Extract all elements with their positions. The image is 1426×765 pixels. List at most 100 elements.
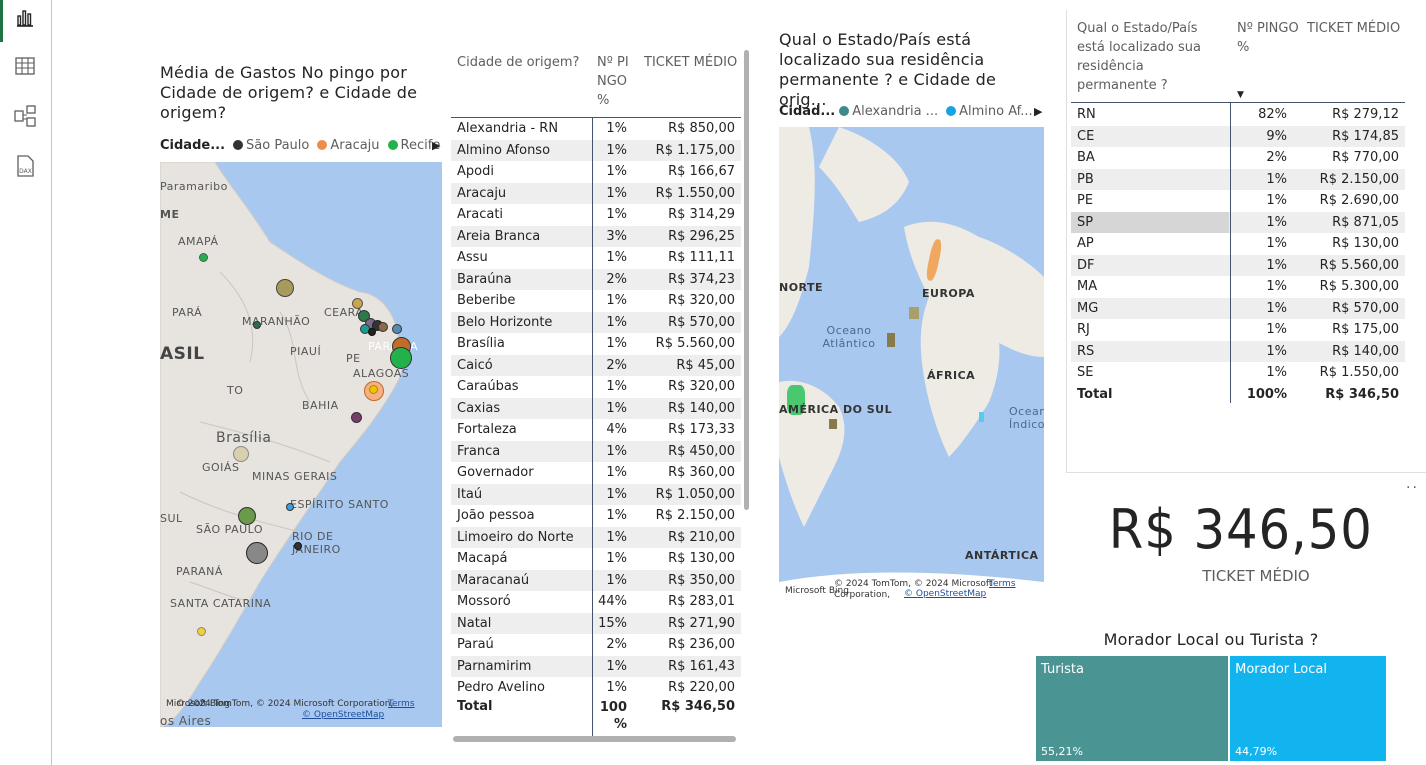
table-row[interactable]: João pessoa 1% R$ 2.150,00 — [451, 505, 741, 527]
legend-next-icon[interactable]: ▶ — [1034, 105, 1043, 118]
map1-bubble[interactable] — [390, 347, 412, 369]
map1-brazil[interactable]: Paramaribo ME AMAPÁ PARÁ MARANHÃO ASIL P… — [160, 162, 442, 727]
table-row[interactable]: CE 9% R$ 174,85 — [1071, 125, 1405, 147]
map2-label-america-do-sul: AMÉRICA DO SUL — [779, 403, 893, 416]
table-row[interactable]: Franca 1% R$ 450,00 — [451, 440, 741, 462]
table-row[interactable]: Mossoró 44% R$ 283,01 — [451, 591, 741, 613]
city-table-hscrollbar[interactable] — [453, 736, 736, 742]
table-row[interactable]: Aracaju 1% R$ 1.550,00 — [451, 182, 741, 204]
map1-bubble[interactable] — [352, 298, 363, 309]
table-row[interactable]: Caicó 2% R$ 45,00 — [451, 354, 741, 376]
table-row[interactable]: MA 1% R$ 5.300,00 — [1071, 276, 1405, 298]
table-row[interactable]: BA 2% R$ 770,00 — [1071, 147, 1405, 169]
map2-region-highlight[interactable] — [787, 385, 805, 415]
legend-item[interactable]: Recife — [400, 138, 441, 153]
table-row[interactable]: Parnamirim 1% R$ 161,43 — [451, 655, 741, 677]
sort-desc-icon[interactable]: ▼ — [1237, 90, 1244, 100]
table-row[interactable]: MG 1% R$ 570,00 — [1071, 297, 1405, 319]
map1-bubble[interactable] — [199, 253, 208, 262]
map1-bubble[interactable] — [378, 322, 388, 332]
map1-bubble[interactable] — [246, 542, 268, 564]
map1-label-buenos-aires: os Aires — [160, 714, 212, 727]
table-row[interactable]: Beberibe 1% R$ 320,00 — [451, 290, 741, 312]
map1-bubble[interactable] — [351, 412, 362, 423]
dax-query-icon[interactable]: DAX — [13, 154, 37, 178]
table-row[interactable]: Belo Horizonte 1% R$ 570,00 — [451, 311, 741, 333]
table-row[interactable]: RS 1% R$ 140,00 — [1071, 340, 1405, 362]
table-row[interactable]: Governador 1% R$ 360,00 — [451, 462, 741, 484]
treemap-tile-turista[interactable]: Turista 55,21% — [1036, 656, 1229, 761]
state-table[interactable]: Qual o Estado/País está localizado sua r… — [1066, 10, 1426, 473]
map1-bubble[interactable] — [197, 627, 206, 636]
table-row[interactable]: Alexandria - RN 1% R$ 850,00 — [451, 118, 741, 140]
map1-bubble[interactable] — [368, 328, 376, 336]
map2-region-highlight[interactable] — [909, 307, 919, 319]
map1-bubble[interactable] — [253, 321, 261, 329]
table-row[interactable]: SP 1% R$ 871,05 — [1071, 211, 1405, 233]
table-row[interactable]: Itaú 1% R$ 1.050,00 — [451, 483, 741, 505]
map2-region-highlight[interactable] — [887, 333, 895, 347]
table-row[interactable]: RJ 1% R$ 175,00 — [1071, 319, 1405, 341]
map1-bubble[interactable] — [238, 507, 256, 525]
table-row[interactable]: Almino Afonso 1% R$ 1.175,00 — [451, 139, 741, 161]
pingo-cell: 1% — [606, 164, 627, 180]
table-row[interactable]: Maracanaú 1% R$ 350,00 — [451, 569, 741, 591]
table-view-icon[interactable] — [13, 54, 37, 78]
pingo-col-header[interactable]: Nº PINGO % — [597, 55, 629, 108]
ticket-col-header[interactable]: TICKET MÉDIO — [644, 55, 738, 70]
city-table[interactable]: Cidade de origem? Nº PINGO % TICKET MÉDI… — [451, 50, 741, 740]
table-row[interactable]: PB 1% R$ 2.150,00 — [1071, 168, 1405, 190]
table-row[interactable]: PE 1% R$ 2.690,00 — [1071, 190, 1405, 212]
map2-world[interactable]: NORTE EUROPA Oceano Atlântico ÁFRICA AMÉ… — [779, 127, 1044, 607]
map1-bubble[interactable] — [233, 446, 249, 462]
map1-bubble[interactable] — [369, 385, 378, 394]
map2-terms-link[interactable]: Terms — [989, 579, 1016, 589]
legend-item[interactable]: Alexandria ... — [852, 104, 939, 119]
legend-item[interactable]: Aracaju — [330, 138, 380, 153]
total-row: Total 100 % R$ 346,50 — [451, 699, 741, 733]
map2-region-highlight[interactable] — [829, 419, 837, 429]
more-options-icon[interactable]: ·· — [1406, 480, 1419, 496]
treemap-tile-morador-local[interactable]: Morador Local 44,79% — [1230, 656, 1386, 761]
table-row[interactable]: Pedro Avelino 1% R$ 220,00 — [451, 677, 741, 699]
table-row[interactable]: Natal 15% R$ 271,90 — [451, 612, 741, 634]
table-row[interactable]: Assu 1% R$ 111,11 — [451, 247, 741, 269]
table-row[interactable]: Limoeiro do Norte 1% R$ 210,00 — [451, 526, 741, 548]
table-row[interactable]: Caxias 1% R$ 140,00 — [451, 397, 741, 419]
map2-label-africa: ÁFRICA — [927, 369, 976, 382]
city-table-vscrollbar[interactable] — [744, 50, 749, 510]
ticket-cell: R$ 1.050,00 — [633, 483, 741, 505]
table-row[interactable]: Paraú 2% R$ 236,00 — [451, 634, 741, 656]
table-row[interactable]: AP 1% R$ 130,00 — [1071, 233, 1405, 255]
pingo-cell: 1% — [1266, 193, 1287, 209]
treemap[interactable]: Turista 55,21% Morador Local 44,79% — [1036, 656, 1386, 761]
table-row[interactable]: Macapá 1% R$ 130,00 — [451, 548, 741, 570]
legend-item[interactable]: Almino Af... — [959, 104, 1033, 119]
table-row[interactable]: Areia Branca 3% R$ 296,25 — [451, 225, 741, 247]
model-view-icon[interactable] — [13, 104, 37, 128]
map1-bubble[interactable] — [276, 279, 294, 297]
table-row[interactable]: RN 82% R$ 279,12 — [1071, 104, 1405, 126]
report-view-icon[interactable] — [13, 6, 37, 30]
legend-item[interactable]: São Paulo — [246, 138, 310, 153]
map1-terms-link[interactable]: Terms — [388, 699, 415, 709]
map2-osm-link[interactable]: © OpenStreetMap — [904, 589, 987, 599]
state-col-header[interactable]: Qual o Estado/País está localizado sua r… — [1077, 21, 1201, 93]
map1-bubble[interactable] — [286, 503, 294, 511]
table-row[interactable]: Apodi 1% R$ 166,67 — [451, 161, 741, 183]
table-row[interactable]: Caraúbas 1% R$ 320,00 — [451, 376, 741, 398]
map2-region-highlight[interactable] — [979, 412, 984, 422]
map1-bubble[interactable] — [392, 324, 402, 334]
ticket-col-header[interactable]: TICKET MÉDIO — [1307, 21, 1401, 36]
table-row[interactable]: Fortaleza 4% R$ 173,33 — [451, 419, 741, 441]
legend-next-icon[interactable]: ▶ — [432, 139, 441, 152]
pingo-col-header[interactable]: Nº PINGO % — [1237, 21, 1299, 55]
map1-osm-link[interactable]: © OpenStreetMap — [302, 710, 385, 720]
table-row[interactable]: Aracati 1% R$ 314,29 — [451, 204, 741, 226]
city-col-header[interactable]: Cidade de origem? — [457, 55, 580, 70]
table-row[interactable]: SE 1% R$ 1.550,00 — [1071, 362, 1405, 384]
table-row[interactable]: Baraúna 2% R$ 374,23 — [451, 268, 741, 290]
table-row[interactable]: Brasília 1% R$ 5.560,00 — [451, 333, 741, 355]
table-row[interactable]: DF 1% R$ 5.560,00 — [1071, 254, 1405, 276]
map1-bubble[interactable] — [294, 542, 302, 550]
